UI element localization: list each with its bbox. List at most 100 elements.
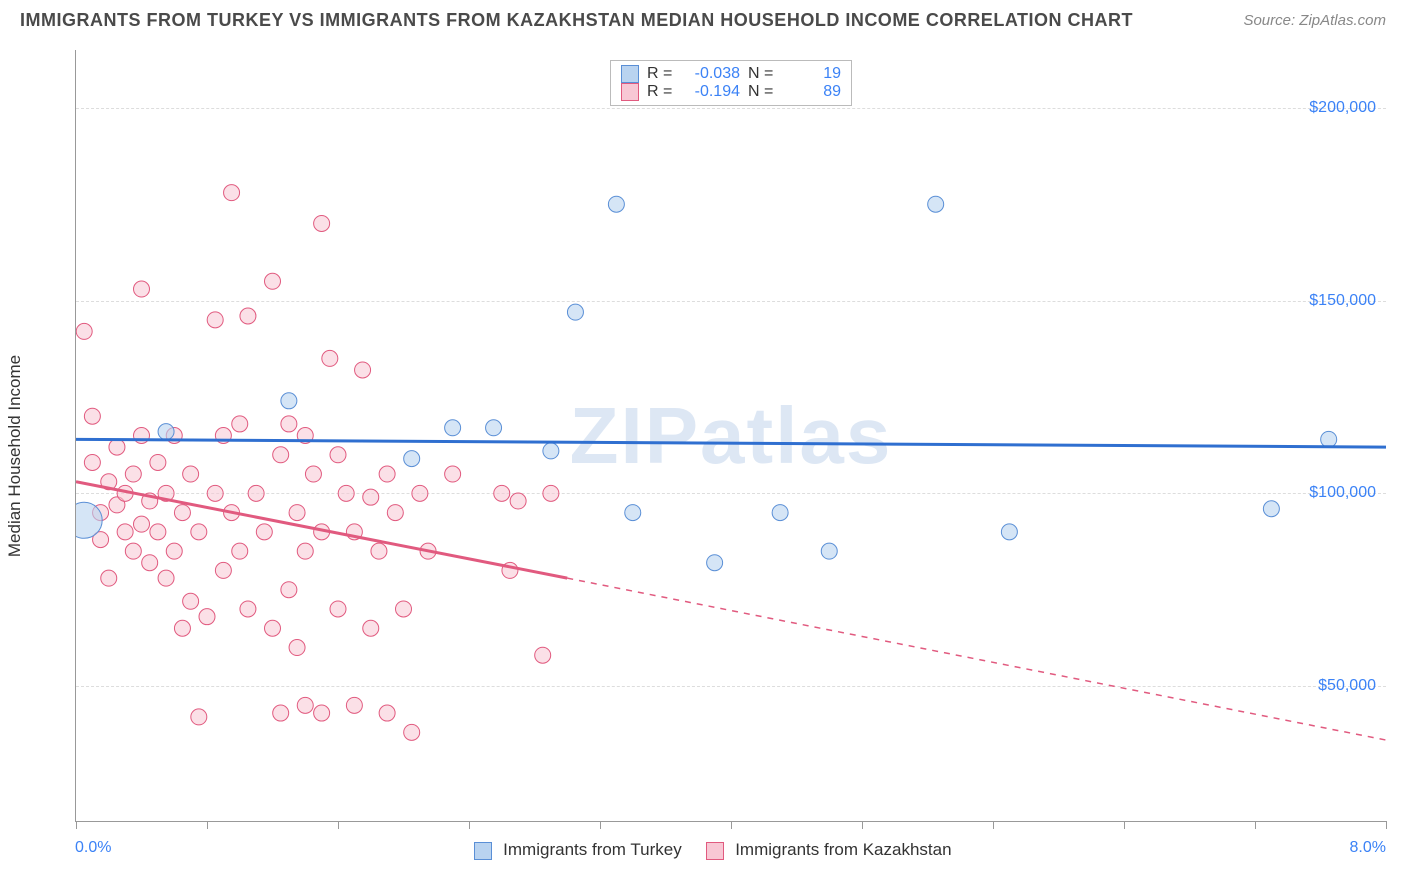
data-point (207, 485, 223, 501)
data-point (109, 439, 125, 455)
data-point (191, 524, 207, 540)
data-point (232, 416, 248, 432)
data-point (232, 543, 248, 559)
data-point (494, 485, 510, 501)
x-tick (338, 821, 339, 829)
data-point (821, 543, 837, 559)
data-point (281, 393, 297, 409)
legend-label-kazakhstan: Immigrants from Kazakhstan (735, 840, 951, 859)
data-point (625, 505, 641, 521)
data-point (379, 466, 395, 482)
data-point (125, 466, 141, 482)
data-point (363, 620, 379, 636)
legend-r-label: R = (647, 65, 677, 83)
legend-r-value-kazakhstan: -0.194 (685, 83, 740, 101)
data-point (535, 647, 551, 663)
data-point (445, 466, 461, 482)
data-point (1321, 431, 1337, 447)
data-point (281, 416, 297, 432)
x-tick (1255, 821, 1256, 829)
data-point (134, 516, 150, 532)
legend-r-value-turkey: -0.038 (685, 65, 740, 83)
data-point (567, 304, 583, 320)
data-point (608, 196, 624, 212)
data-point (150, 454, 166, 470)
data-point (379, 705, 395, 721)
data-point (289, 505, 305, 521)
data-point (215, 562, 231, 578)
data-point (207, 312, 223, 328)
chart-header: IMMIGRANTS FROM TURKEY VS IMMIGRANTS FRO… (0, 0, 1406, 31)
data-point (1263, 501, 1279, 517)
data-point (928, 196, 944, 212)
chart-container: Median Household Income ZIPatlas R = -0.… (20, 40, 1386, 872)
x-tick (731, 821, 732, 829)
data-point (338, 485, 354, 501)
swatch-kazakhstan-icon (621, 83, 639, 101)
swatch-turkey-icon (621, 65, 639, 83)
data-point (330, 601, 346, 617)
data-point (273, 705, 289, 721)
data-point (297, 543, 313, 559)
x-tick (862, 821, 863, 829)
data-point (256, 524, 272, 540)
data-point (543, 485, 559, 501)
data-point (158, 570, 174, 586)
data-point (174, 620, 190, 636)
data-point (84, 408, 100, 424)
data-point (289, 640, 305, 656)
legend-row-turkey: R = -0.038 N = 19 (621, 65, 841, 83)
x-tick (1124, 821, 1125, 829)
data-point (772, 505, 788, 521)
x-tick (76, 821, 77, 829)
legend-n-value-kazakhstan: 89 (786, 83, 841, 101)
data-point (412, 485, 428, 501)
data-point (371, 543, 387, 559)
data-point (150, 524, 166, 540)
data-point (355, 362, 371, 378)
data-point (314, 705, 330, 721)
data-point (125, 543, 141, 559)
x-tick (469, 821, 470, 829)
scatter-plot-svg (76, 50, 1386, 821)
chart-source: Source: ZipAtlas.com (1243, 12, 1386, 29)
data-point (265, 273, 281, 289)
data-point (265, 620, 281, 636)
data-point (387, 505, 403, 521)
data-point (404, 724, 420, 740)
plot-area: ZIPatlas R = -0.038 N = 19 R = -0.194 N … (75, 50, 1386, 822)
data-point (314, 215, 330, 231)
legend-row-kazakhstan: R = -0.194 N = 89 (621, 83, 841, 101)
data-point (158, 424, 174, 440)
data-point (174, 505, 190, 521)
data-point (273, 447, 289, 463)
legend-n-value-turkey: 19 (786, 65, 841, 83)
data-point (396, 601, 412, 617)
data-point (240, 308, 256, 324)
x-tick (600, 821, 601, 829)
data-point (510, 493, 526, 509)
data-point (76, 323, 92, 339)
chart-title: IMMIGRANTS FROM TURKEY VS IMMIGRANTS FRO… (20, 10, 1133, 31)
data-point (445, 420, 461, 436)
data-point (330, 447, 346, 463)
data-point (281, 582, 297, 598)
swatch-turkey-icon (474, 842, 492, 860)
data-point (297, 697, 313, 713)
data-point (346, 697, 362, 713)
data-point (183, 593, 199, 609)
data-point (707, 555, 723, 571)
data-point (543, 443, 559, 459)
series-legend: Immigrants from Turkey Immigrants from K… (20, 840, 1386, 860)
data-point (305, 466, 321, 482)
data-point (240, 601, 256, 617)
data-point (101, 570, 117, 586)
x-tick (1386, 821, 1387, 829)
data-point (142, 555, 158, 571)
data-point (486, 420, 502, 436)
data-point (363, 489, 379, 505)
legend-n-label: N = (748, 83, 778, 101)
x-tick (207, 821, 208, 829)
regression-line (76, 439, 1386, 447)
data-point (248, 485, 264, 501)
